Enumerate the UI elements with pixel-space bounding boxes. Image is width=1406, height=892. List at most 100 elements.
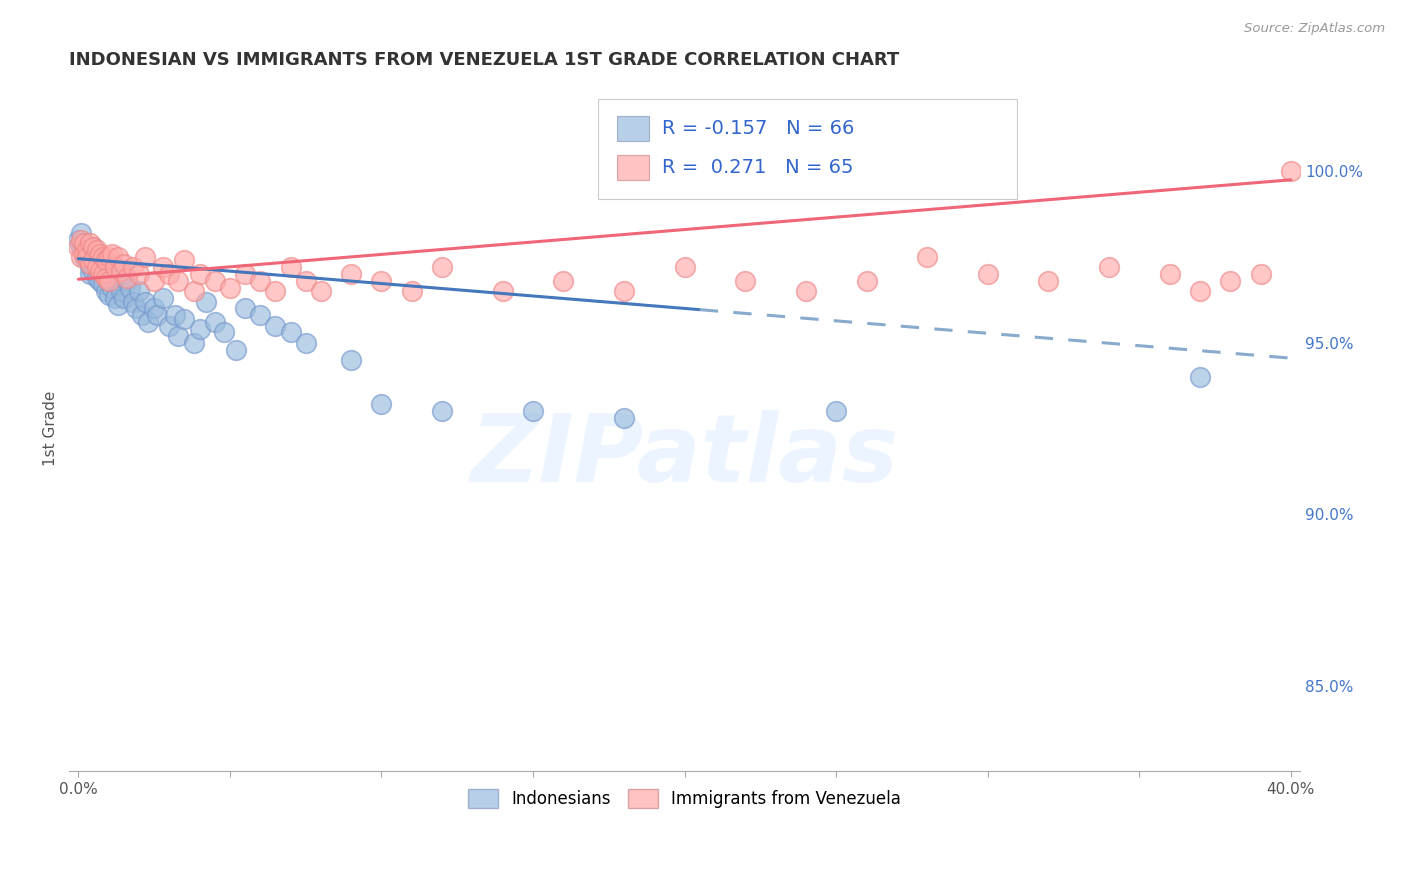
Point xyxy=(143,274,166,288)
Point xyxy=(188,267,211,281)
Point xyxy=(264,318,287,333)
Point xyxy=(82,263,104,277)
Point xyxy=(855,274,877,288)
Point xyxy=(204,274,226,288)
Y-axis label: 1st Grade: 1st Grade xyxy=(44,391,58,467)
Point xyxy=(76,250,98,264)
Point xyxy=(94,267,117,281)
Point xyxy=(82,253,104,268)
Point xyxy=(152,260,174,275)
Point xyxy=(167,274,190,288)
Point xyxy=(112,291,135,305)
Point xyxy=(100,246,122,260)
Point xyxy=(1188,370,1211,384)
Point xyxy=(1038,274,1060,288)
Point xyxy=(79,250,101,264)
Point xyxy=(94,270,117,285)
Point xyxy=(264,285,287,299)
Point xyxy=(97,274,120,288)
Point xyxy=(522,404,544,418)
Point xyxy=(97,287,120,301)
Point xyxy=(118,281,141,295)
Point xyxy=(104,291,127,305)
Point xyxy=(86,243,108,257)
Point xyxy=(91,260,114,275)
Legend: Indonesians, Immigrants from Venezuela: Indonesians, Immigrants from Venezuela xyxy=(461,782,908,814)
FancyBboxPatch shape xyxy=(617,116,650,141)
Text: ZIPatlas: ZIPatlas xyxy=(471,410,898,502)
Point xyxy=(309,285,332,299)
Point xyxy=(143,301,166,316)
FancyBboxPatch shape xyxy=(617,155,650,180)
Point xyxy=(1250,267,1272,281)
Point xyxy=(79,260,101,275)
Text: R =  0.271   N = 65: R = 0.271 N = 65 xyxy=(662,158,853,178)
Point xyxy=(157,267,180,281)
Point xyxy=(430,404,453,418)
Point xyxy=(1188,285,1211,299)
Point xyxy=(131,308,153,322)
Point xyxy=(70,250,93,264)
Point xyxy=(86,260,108,275)
Point xyxy=(104,270,127,285)
Point xyxy=(112,267,135,281)
Point xyxy=(73,246,96,260)
Point xyxy=(79,267,101,281)
Point xyxy=(125,301,148,316)
Point xyxy=(188,322,211,336)
Point xyxy=(167,329,190,343)
Point xyxy=(94,285,117,299)
Text: R = -0.157   N = 66: R = -0.157 N = 66 xyxy=(662,120,853,138)
Point xyxy=(734,274,756,288)
Point xyxy=(134,250,156,264)
FancyBboxPatch shape xyxy=(599,99,1017,199)
Point xyxy=(104,260,127,275)
Point xyxy=(91,277,114,292)
Point xyxy=(82,240,104,254)
Point xyxy=(673,260,696,275)
Point xyxy=(76,246,98,260)
Point xyxy=(97,274,120,288)
Point xyxy=(107,250,129,264)
Point xyxy=(294,274,316,288)
Point xyxy=(134,294,156,309)
Point xyxy=(110,263,132,277)
Point xyxy=(194,294,217,309)
Point xyxy=(136,315,159,329)
Point xyxy=(107,298,129,312)
Point xyxy=(100,260,122,275)
Point xyxy=(294,335,316,350)
Point xyxy=(173,311,195,326)
Point xyxy=(82,240,104,254)
Point xyxy=(76,243,98,257)
Point xyxy=(115,270,138,285)
Point xyxy=(79,236,101,251)
Point xyxy=(183,335,205,350)
Point xyxy=(553,274,575,288)
Point xyxy=(370,397,392,411)
Point xyxy=(100,281,122,295)
Point xyxy=(94,253,117,268)
Point xyxy=(128,285,150,299)
Point xyxy=(225,343,247,357)
Point xyxy=(91,267,114,281)
Point xyxy=(112,257,135,271)
Point xyxy=(825,404,848,418)
Point xyxy=(89,274,111,288)
Point xyxy=(89,246,111,260)
Point xyxy=(492,285,515,299)
Point xyxy=(249,308,271,322)
Point xyxy=(1159,267,1181,281)
Point xyxy=(76,253,98,268)
Point xyxy=(115,274,138,288)
Point xyxy=(430,260,453,275)
Point xyxy=(76,243,98,257)
Point xyxy=(219,281,242,295)
Point xyxy=(401,285,423,299)
Point xyxy=(146,308,169,322)
Point xyxy=(233,267,256,281)
Point xyxy=(165,308,187,322)
Point xyxy=(79,257,101,271)
Point xyxy=(122,260,145,275)
Point xyxy=(249,274,271,288)
